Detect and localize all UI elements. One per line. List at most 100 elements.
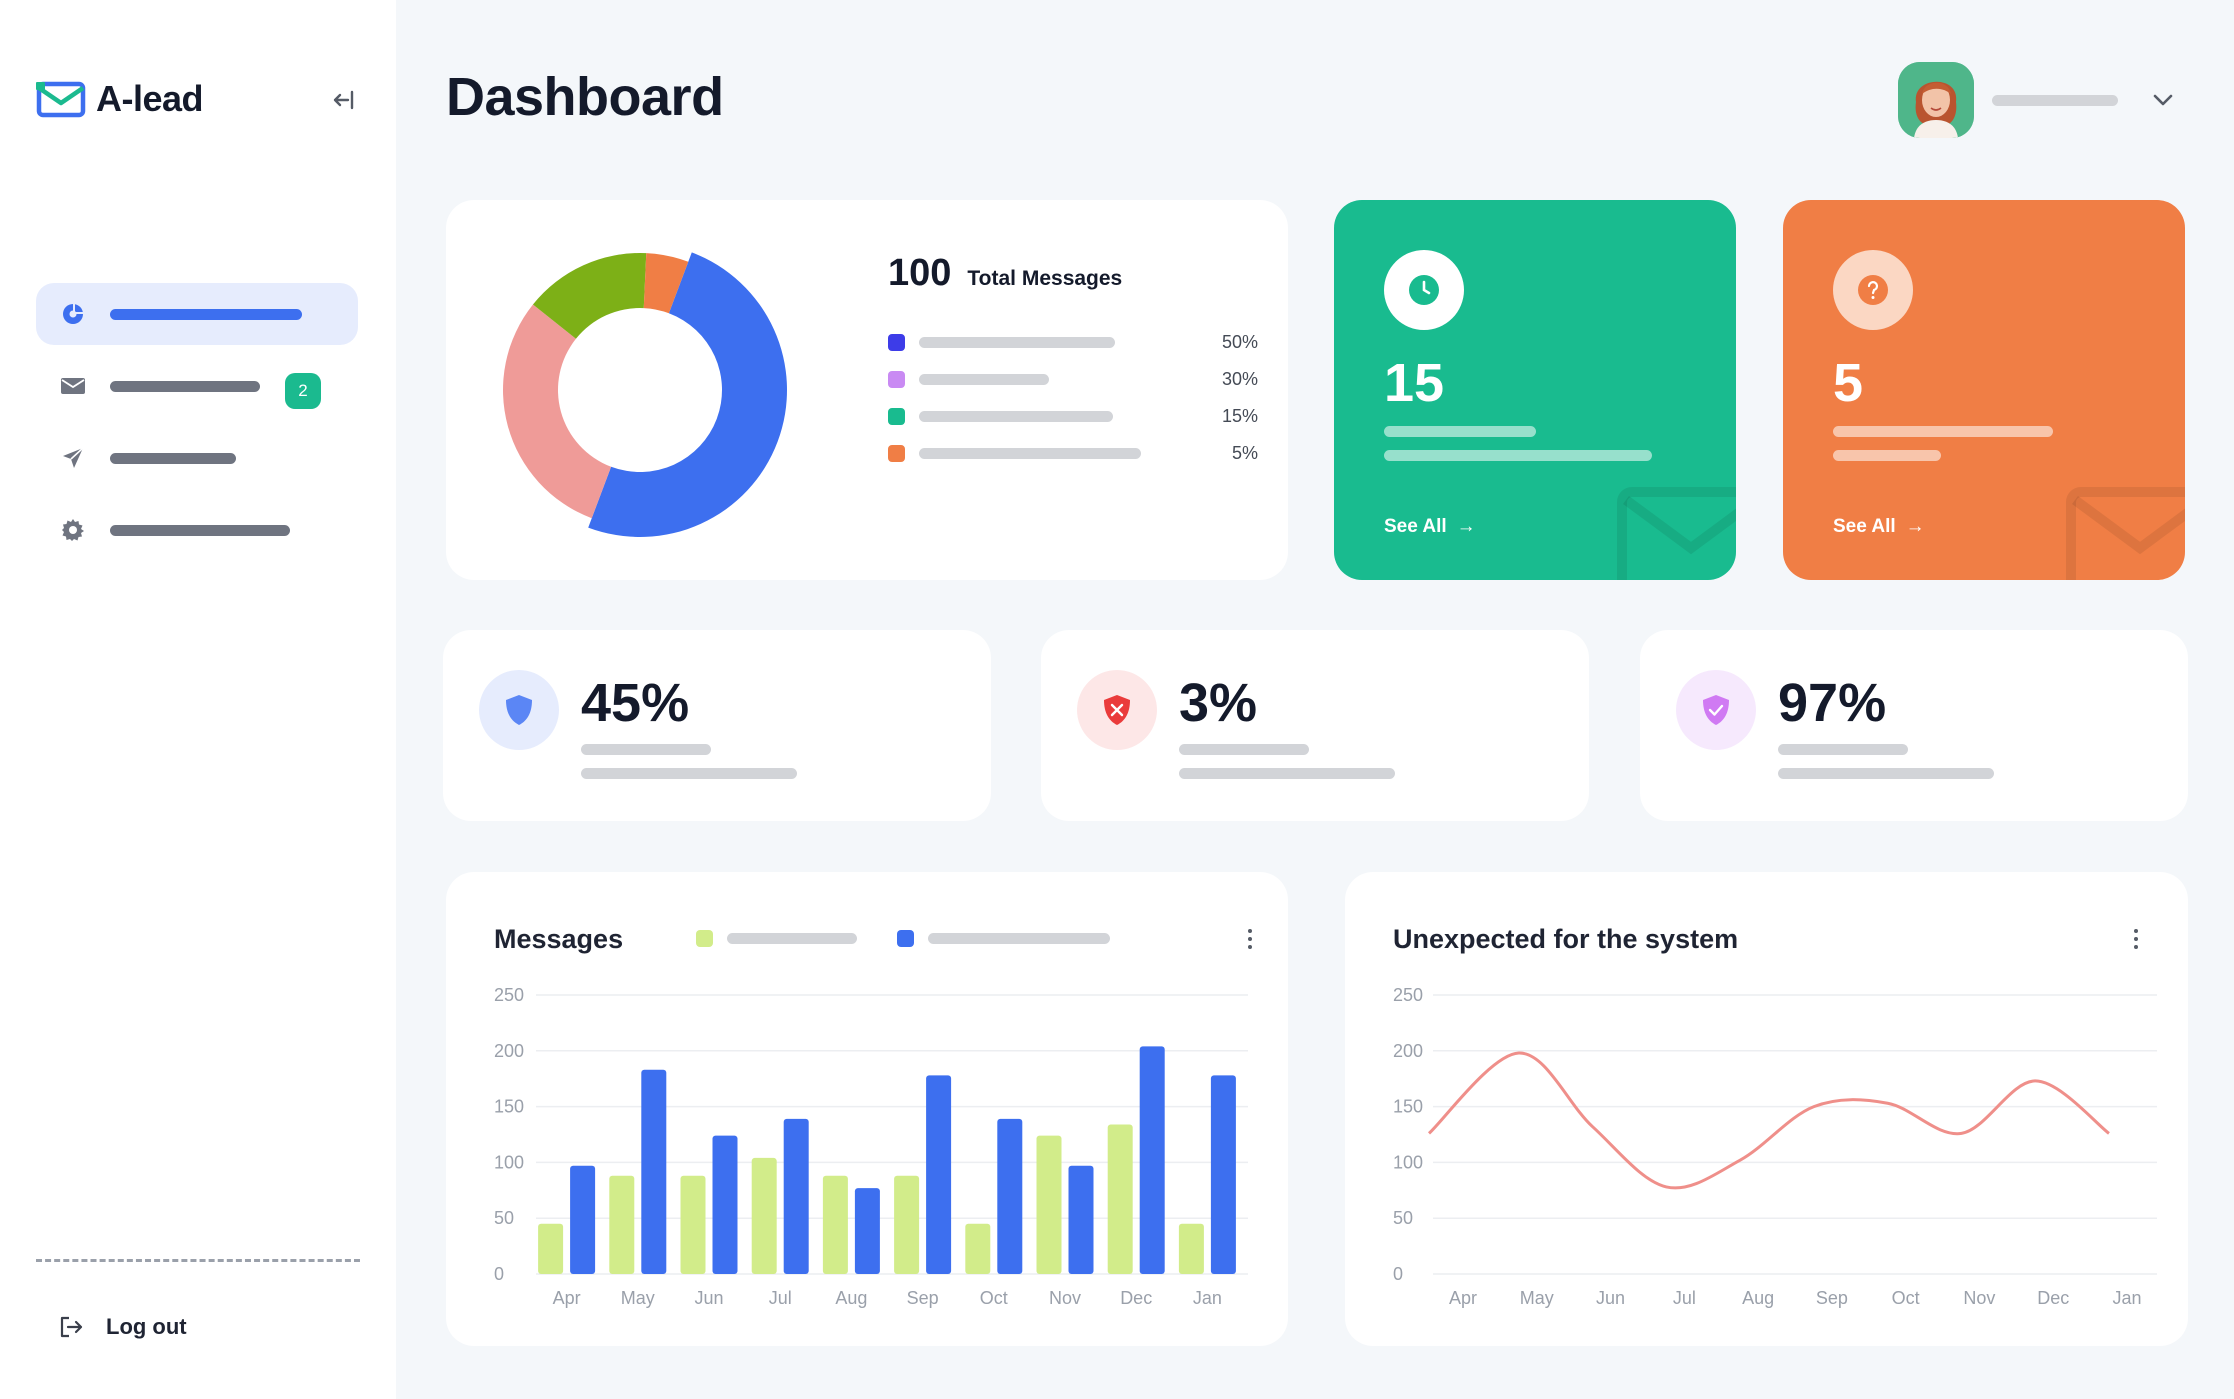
stat-label-placeholder: [1833, 426, 2053, 437]
x-tick-label: Jun: [1596, 1288, 1625, 1308]
legend-swatch: [897, 930, 914, 947]
gear-icon: [60, 517, 86, 543]
y-tick-label: 50: [494, 1208, 514, 1228]
see-all-link[interactable]: See All →: [1384, 516, 1476, 538]
x-tick-label: Apr: [1449, 1288, 1477, 1308]
bar: [712, 1135, 738, 1274]
shield-x-icon: [1077, 670, 1157, 750]
y-tick-label: 250: [494, 985, 524, 1005]
legend-percent: 5%: [1231, 443, 1258, 463]
unexpected-line-chart: 250 200 150 100 50 0 Apr May Jun Jul Aug Sep Oct Nov D…: [1393, 985, 2157, 1308]
x-tick-label: Sep: [1816, 1288, 1848, 1308]
y-tick-label: 100: [1393, 1152, 1423, 1172]
bar: [609, 1175, 635, 1274]
sidebar-item-settings[interactable]: [36, 499, 358, 561]
x-tick-label: Aug: [1742, 1288, 1774, 1308]
legend-label-placeholder: [919, 337, 1115, 348]
total-messages-value: 100: [888, 252, 952, 294]
legend-item: 15%: [888, 398, 1258, 435]
legend-label-placeholder: [919, 448, 1141, 459]
chart-title: Unexpected for the system: [1393, 924, 1739, 954]
x-tick-label: Jun: [694, 1288, 723, 1308]
page-title: Dashboard: [446, 67, 724, 127]
series-legend-item: [897, 930, 1110, 947]
legend-swatch: [696, 930, 713, 947]
x-tick-label: May: [621, 1288, 655, 1308]
sidebar-item-label: [110, 380, 260, 392]
sidebar-item-send[interactable]: [36, 427, 358, 489]
logout-label: Log out: [106, 1314, 187, 1339]
sidebar-item-messages[interactable]: 2: [36, 355, 358, 417]
chart-pie-icon: [60, 301, 86, 327]
x-tick-label: Jul: [1673, 1288, 1696, 1308]
avatar[interactable]: [1898, 62, 1974, 138]
stat-value: 5: [1833, 353, 1864, 413]
x-tick-label: Oct: [980, 1288, 1008, 1308]
more-options-icon[interactable]: [2126, 924, 2146, 954]
legend-label-placeholder: [928, 933, 1110, 944]
x-tick-label: Oct: [1892, 1288, 1920, 1308]
x-tick-label: Dec: [1120, 1288, 1152, 1308]
x-tick-label: Sep: [907, 1288, 939, 1308]
metric-label-placeholder: [1179, 744, 1309, 755]
total-messages-label: Total Messages: [967, 267, 1123, 290]
messages-summary-card: 100 Total Messages 50% 30% 15% 5%: [446, 200, 1288, 580]
x-tick-label: Apr: [553, 1288, 581, 1308]
sidebar-item-dashboard[interactable]: [36, 283, 358, 345]
logout-button[interactable]: Log out: [58, 1314, 187, 1340]
bar: [1210, 1075, 1236, 1274]
series-legend-item: [696, 930, 857, 947]
x-tick-label: Jan: [1193, 1288, 1222, 1308]
bar: [538, 1223, 564, 1274]
logo[interactable]: A-lead: [36, 78, 204, 120]
avatar-image: [1898, 62, 1974, 138]
chart-title: Messages: [494, 924, 624, 954]
stat-card-questions: 5 See All →: [1783, 200, 2185, 580]
bar: [680, 1175, 706, 1274]
legend-label-placeholder: [727, 933, 857, 944]
metric-label-placeholder: [1778, 744, 1908, 755]
chevron-down-icon[interactable]: [2150, 87, 2176, 113]
collapse-sidebar-icon[interactable]: [330, 86, 358, 114]
x-tick-label: Aug: [835, 1288, 867, 1308]
see-all-label: See All: [1833, 516, 1896, 537]
y-tick-label: 150: [494, 1097, 524, 1117]
metric-card-verified: 97%: [1640, 630, 2188, 821]
y-tick-label: 250: [1393, 985, 1423, 1005]
legend-label-placeholder: [919, 411, 1113, 422]
y-tick-label: 50: [1393, 1208, 1413, 1228]
more-options-icon[interactable]: [1240, 924, 1260, 954]
bar: [1107, 1124, 1133, 1274]
x-tick-label: Nov: [1049, 1288, 1081, 1308]
messages-chart-card: 250 200 150 100 50 0 Apr May Jun Jul Aug Sep Oct Nov D…: [446, 872, 1288, 1346]
bar: [1139, 1046, 1165, 1274]
metric-sublabel-placeholder: [1778, 768, 1994, 779]
stat-sublabel-placeholder: [1833, 450, 1941, 461]
donut-slice: [532, 253, 647, 339]
legend-swatch: [888, 334, 905, 351]
stat-sublabel-placeholder: [1384, 450, 1652, 461]
y-tick-label: 0: [494, 1264, 504, 1284]
bar: [854, 1188, 880, 1274]
arrow-right-icon: →: [1456, 516, 1476, 537]
y-tick-label: 0: [1393, 1264, 1403, 1284]
see-all-link[interactable]: See All →: [1833, 516, 1925, 538]
series-line: [1427, 1051, 2110, 1190]
sidebar-divider: [36, 1259, 360, 1262]
legend-item: 30%: [888, 361, 1258, 398]
stat-label-placeholder: [1384, 426, 1536, 437]
sidebar-nav: 2: [36, 283, 358, 571]
profile-name-placeholder: [1992, 94, 2118, 106]
metric-sublabel-placeholder: [1179, 768, 1395, 779]
logo-mail-icon: [36, 81, 86, 118]
legend-label-placeholder: [919, 374, 1049, 385]
legend-item: 50%: [888, 324, 1258, 361]
y-tick-label: 200: [1393, 1041, 1423, 1061]
metric-sublabel-placeholder: [581, 768, 797, 779]
question-icon: [1833, 250, 1913, 330]
user-menu[interactable]: [1898, 62, 2176, 138]
bar: [1036, 1135, 1062, 1274]
metric-value: 3%: [1179, 673, 1258, 733]
unexpected-chart-card: 250 200 150 100 50 0 Apr May Jun Jul Aug Sep Oct Nov D…: [1345, 872, 2188, 1346]
legend-swatch: [888, 408, 905, 425]
